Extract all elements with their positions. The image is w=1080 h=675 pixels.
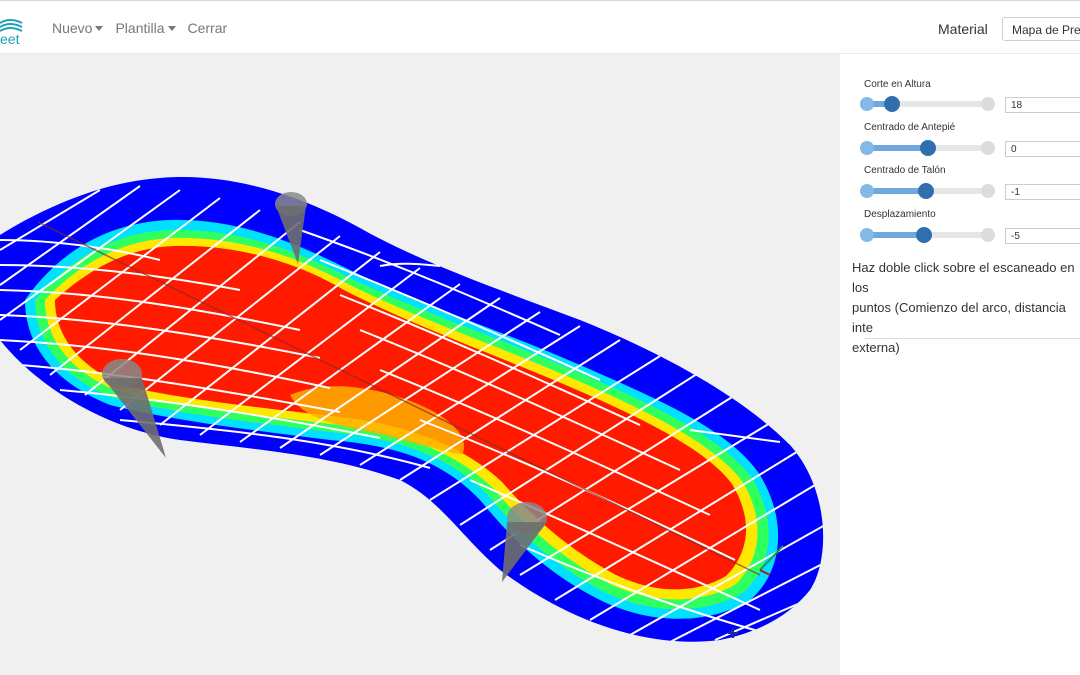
- slider-start-knob: [860, 97, 874, 111]
- menu-cerrar-label: Cerrar: [187, 20, 228, 36]
- top-navbar: eet Nuevo Plantilla Cerrar Material Mapa…: [0, 0, 1080, 54]
- settings-panel: Corte en Altura 18 Centrado de Antepié 0…: [840, 54, 1080, 675]
- slider-end-knob: [981, 141, 995, 155]
- marker-heel[interactable]: [275, 192, 307, 264]
- foot-axis-line: [37, 221, 761, 576]
- label-centrado-talon: Centrado de Talón: [864, 165, 946, 176]
- label-corte-altura: Corte en Altura: [864, 79, 931, 90]
- slider-end-knob: [981, 228, 995, 242]
- help-instructions: Haz doble click sobre el escaneado en lo…: [852, 260, 1075, 355]
- slider-end-knob: [981, 97, 995, 111]
- input-centrado-antepie[interactable]: 0: [1005, 141, 1080, 157]
- menu-plantilla-label: Plantilla: [115, 20, 165, 36]
- label-desplazamiento: Desplazamiento: [864, 209, 936, 220]
- caret-down-icon: [95, 25, 104, 31]
- slider-handle[interactable]: [920, 140, 936, 156]
- panel-divider: [864, 338, 1080, 339]
- material-label: Material: [938, 21, 988, 37]
- slider-handle[interactable]: [916, 227, 932, 243]
- slider-fill: [864, 188, 926, 194]
- menu-plantilla[interactable]: Plantilla: [115, 20, 176, 36]
- slider-centrado-talon[interactable]: [860, 183, 995, 199]
- slider-track: [864, 101, 990, 107]
- slider-end-knob: [981, 184, 995, 198]
- slider-start-knob: [860, 141, 874, 155]
- slider-start-knob: [860, 184, 874, 198]
- material-select[interactable]: Mapa de Presiones: [1002, 17, 1080, 41]
- slider-desplazamiento[interactable]: [860, 227, 995, 243]
- slider-corte-altura[interactable]: [860, 96, 995, 112]
- slider-handle[interactable]: [918, 183, 934, 199]
- slider-handle[interactable]: [884, 96, 900, 112]
- grid-overlay: [0, 185, 824, 642]
- menu-cerrar[interactable]: Cerrar: [188, 20, 228, 36]
- logo-text: eet: [0, 31, 20, 47]
- slider-start-knob: [860, 228, 874, 242]
- input-desplazamiento[interactable]: -5: [1005, 228, 1080, 244]
- caret-down-icon: [167, 25, 176, 31]
- menu-nuevo-label: Nuevo: [52, 20, 93, 36]
- slider-centrado-antepie[interactable]: [860, 140, 995, 156]
- axis-gizmo-icon: [728, 545, 784, 638]
- scan-3d-viewer[interactable]: [0, 54, 840, 675]
- slider-fill: [864, 145, 928, 151]
- slider-fill: [864, 232, 924, 238]
- label-centrado-antepie: Centrado de Antepié: [864, 122, 956, 133]
- logo-wave-icon: [0, 19, 23, 32]
- input-centrado-talon[interactable]: -1: [1005, 184, 1080, 200]
- menu-nuevo[interactable]: Nuevo: [52, 20, 104, 36]
- input-corte-altura[interactable]: 18: [1005, 97, 1080, 113]
- pressure-map-canvas[interactable]: [0, 54, 840, 675]
- marker-arch[interactable]: [102, 359, 166, 458]
- main-menu: Nuevo Plantilla Cerrar: [52, 20, 227, 36]
- marker-forefoot[interactable]: [502, 502, 547, 582]
- slider-fill: [864, 101, 892, 107]
